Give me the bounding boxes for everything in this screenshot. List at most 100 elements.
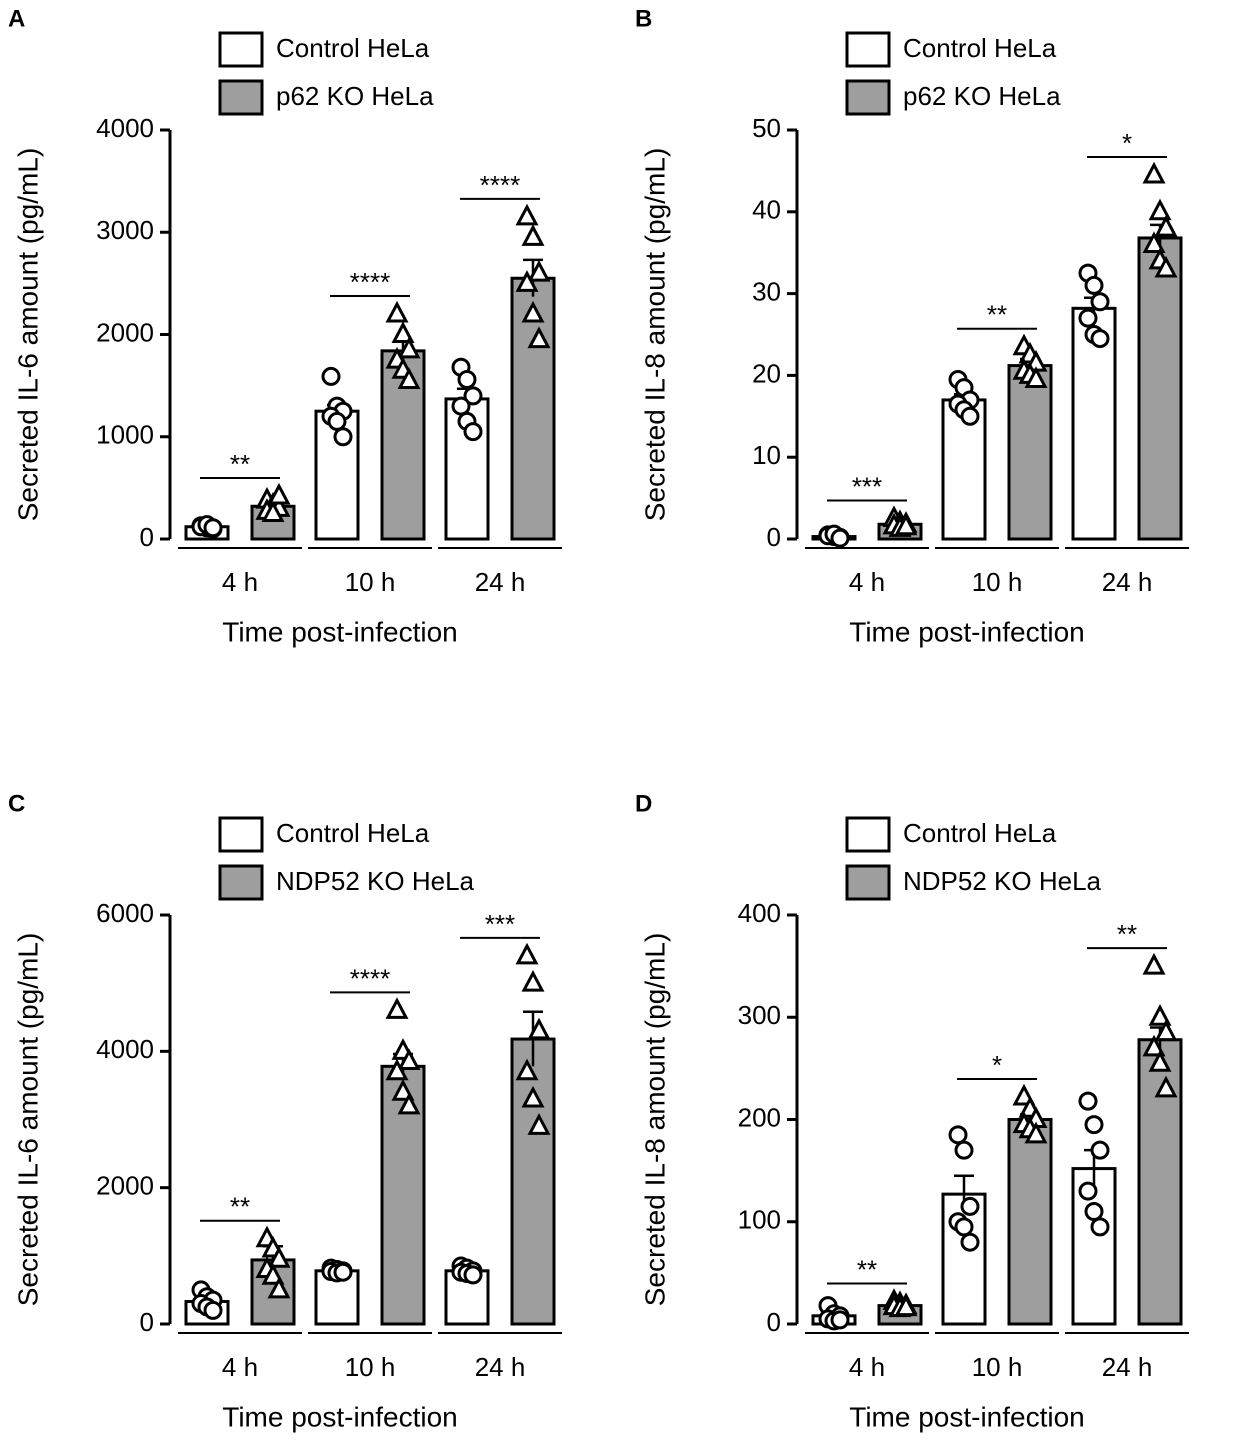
significance-label: ** xyxy=(1117,919,1137,949)
x-axis-label: Time post-infection xyxy=(222,616,458,647)
legend-label: Control HeLa xyxy=(903,33,1057,63)
data-point xyxy=(203,518,223,538)
data-point xyxy=(463,386,483,406)
data-point xyxy=(385,300,409,323)
y-tick-label: 400 xyxy=(738,898,781,928)
significance-label: ** xyxy=(230,1192,250,1222)
data-point xyxy=(1084,1202,1104,1222)
data-point xyxy=(1142,161,1166,184)
data-point xyxy=(1142,1034,1166,1057)
data-point xyxy=(521,300,545,323)
y-tick-label: 10 xyxy=(752,440,781,470)
data-point xyxy=(954,1217,974,1237)
data-point xyxy=(521,1085,545,1108)
data-point xyxy=(1142,231,1166,254)
significance-label: **** xyxy=(350,963,390,993)
data-point xyxy=(1148,1050,1172,1072)
y-tick-label: 100 xyxy=(738,1205,781,1235)
data-point xyxy=(948,1125,968,1145)
legend-swatch xyxy=(845,864,891,901)
data-point xyxy=(1078,1091,1098,1111)
data-point xyxy=(327,411,347,431)
data-point xyxy=(397,367,421,390)
bar xyxy=(1007,364,1053,541)
y-tick-label: 4000 xyxy=(96,1034,154,1064)
x-tick-label: 10 h xyxy=(345,567,396,597)
data-point xyxy=(515,942,539,965)
x-tick-label: 10 h xyxy=(972,567,1023,597)
y-axis-label: Secreted IL-6 amount (pg/mL) xyxy=(12,933,43,1307)
significance-label: **** xyxy=(350,267,390,297)
data-point xyxy=(1154,214,1178,237)
legend-swatch xyxy=(218,79,264,116)
y-tick-label: 20 xyxy=(752,358,781,388)
data-point xyxy=(1024,366,1048,388)
legend-swatch xyxy=(218,816,264,853)
x-tick-label: 4 h xyxy=(849,1352,885,1382)
y-tick-label: 6000 xyxy=(96,898,154,928)
data-point xyxy=(527,1113,551,1135)
data-point xyxy=(1078,308,1098,328)
data-point xyxy=(1154,1019,1178,1042)
data-point xyxy=(397,1048,421,1071)
y-tick-label: 0 xyxy=(140,1307,154,1337)
data-point xyxy=(1090,329,1110,349)
data-point xyxy=(457,369,477,389)
legend-label: Control HeLa xyxy=(903,818,1057,848)
data-point xyxy=(261,1263,285,1285)
data-point xyxy=(1154,1075,1178,1098)
y-axis-label: Secreted IL-8 amount (pg/mL) xyxy=(639,933,670,1307)
data-point xyxy=(333,427,353,447)
y-tick-label: 30 xyxy=(752,276,781,306)
y-tick-label: 0 xyxy=(767,1307,781,1337)
legend-swatch xyxy=(845,31,891,68)
y-tick-label: 0 xyxy=(767,522,781,552)
data-point xyxy=(521,969,545,992)
data-point xyxy=(267,1246,291,1268)
significance-label: * xyxy=(992,1050,1002,1080)
data-point xyxy=(463,422,483,442)
data-point xyxy=(954,1140,974,1160)
data-point xyxy=(515,270,539,292)
y-tick-label: 50 xyxy=(752,113,781,143)
legend-label: p62 KO HeLa xyxy=(276,81,434,111)
y-tick-label: 200 xyxy=(738,1102,781,1132)
panel-label: C xyxy=(8,790,25,817)
data-point xyxy=(527,1017,551,1040)
data-point xyxy=(1024,1121,1048,1144)
significance-label: * xyxy=(1122,128,1132,158)
x-tick-label: 10 h xyxy=(972,1352,1023,1382)
legend-label: Control HeLa xyxy=(276,818,430,848)
data-point xyxy=(267,482,291,505)
data-point xyxy=(267,1276,291,1299)
legend-swatch xyxy=(845,816,891,853)
bar xyxy=(1071,306,1117,541)
data-point xyxy=(960,406,980,426)
x-tick-label: 24 h xyxy=(475,1352,526,1382)
bar xyxy=(510,1037,556,1326)
legend-label: NDP52 KO HeLa xyxy=(903,866,1102,896)
data-point xyxy=(1084,1115,1104,1135)
data-point xyxy=(391,321,415,343)
y-axis-label: Secreted IL-6 amount (pg/mL) xyxy=(12,148,43,522)
data-point xyxy=(960,1232,980,1252)
y-tick-label: 1000 xyxy=(96,420,154,450)
data-point xyxy=(1154,255,1178,278)
legend-swatch xyxy=(218,864,264,901)
x-axis-label: Time post-infection xyxy=(849,616,1085,647)
x-tick-label: 10 h xyxy=(345,1352,396,1382)
legend-label: Control HeLa xyxy=(276,33,430,63)
significance-label: ** xyxy=(987,300,1007,330)
data-point xyxy=(960,1196,980,1216)
x-axis-label: Time post-infection xyxy=(222,1401,458,1432)
data-point xyxy=(321,366,341,386)
legend-swatch xyxy=(218,31,264,68)
x-tick-label: 4 h xyxy=(222,567,258,597)
data-point xyxy=(385,997,409,1019)
data-point xyxy=(203,1300,223,1320)
data-point xyxy=(397,1092,421,1115)
significance-label: **** xyxy=(480,170,520,200)
data-point xyxy=(463,1265,483,1285)
data-point xyxy=(1090,1140,1110,1160)
